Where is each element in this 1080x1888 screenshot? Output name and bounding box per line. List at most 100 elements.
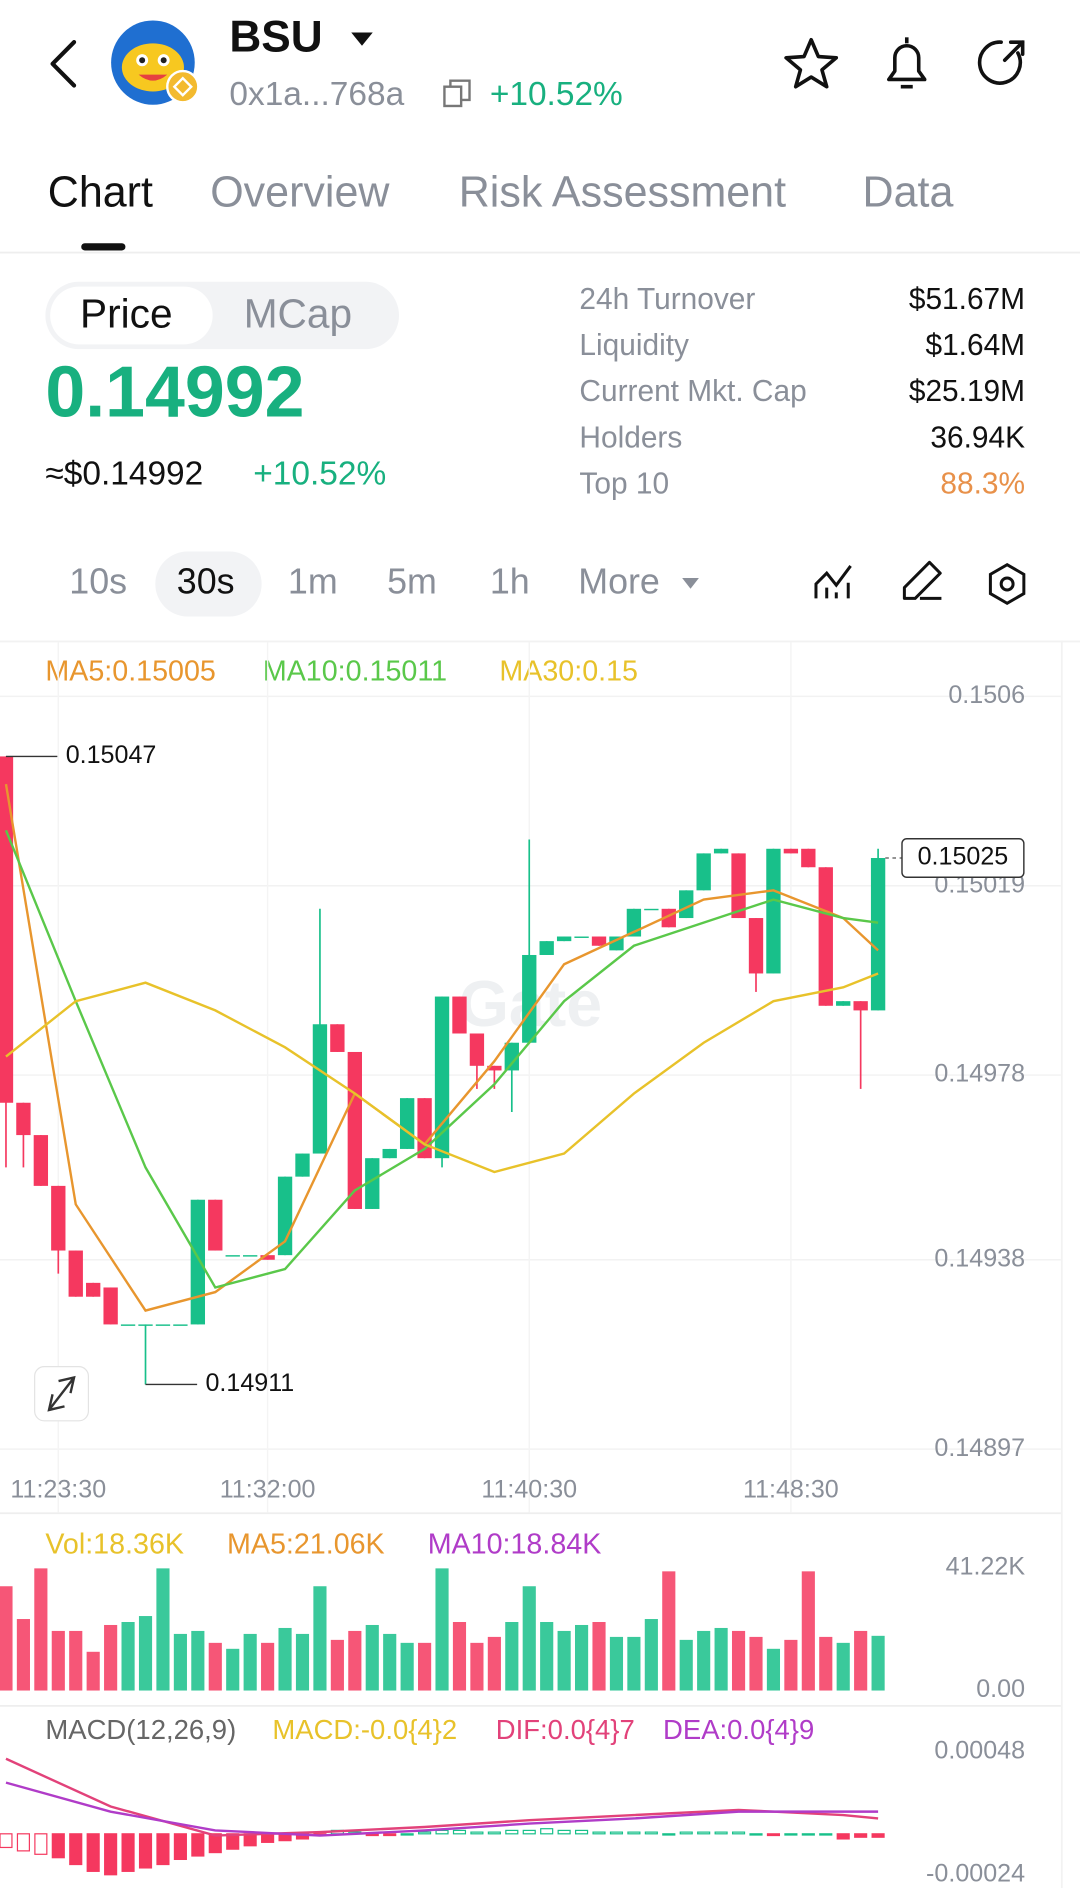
high-label: 0.15047 — [66, 741, 157, 769]
candle-body — [783, 848, 799, 854]
candle-body — [330, 1024, 345, 1052]
macd-bar — [16, 1833, 30, 1852]
tab[interactable]: Chart — [48, 168, 153, 216]
macd-bar — [644, 1831, 658, 1835]
candle-body — [452, 996, 467, 1034]
favorite-icon[interactable] — [784, 37, 839, 89]
stat-label: 24h Turnover — [579, 283, 755, 316]
macd-bar — [505, 1829, 519, 1835]
interval-option[interactable]: 1h — [490, 560, 530, 601]
macd-bar — [627, 1831, 641, 1835]
macd-bar — [487, 1831, 501, 1835]
macd-bar — [452, 1829, 467, 1835]
share-icon[interactable] — [977, 40, 1025, 85]
macd-bar — [383, 1833, 397, 1837]
more-dropdown[interactable] — [682, 577, 699, 589]
macd-legend: MACD(12,26,9) — [45, 1714, 236, 1745]
toggle-option[interactable]: MCap — [244, 290, 352, 336]
copy-icon[interactable] — [443, 79, 471, 108]
interval-option[interactable]: 1m — [288, 560, 338, 601]
tab[interactable]: Overview — [210, 168, 390, 216]
volume-tick-label: 0.00 — [976, 1675, 1025, 1703]
volume-bar — [609, 1636, 624, 1691]
macd-bar — [69, 1833, 83, 1866]
macd-bar — [871, 1833, 885, 1838]
candle-body — [399, 1098, 415, 1149]
candle-body — [644, 908, 659, 911]
volume-tick-label: 41.22K — [946, 1552, 1026, 1580]
candle-body — [103, 1287, 118, 1325]
macd-bar — [592, 1831, 606, 1835]
settings-icon[interactable] — [988, 562, 1026, 605]
interval-option[interactable]: More — [578, 560, 660, 601]
candle-body — [469, 1033, 485, 1066]
volume-bar — [540, 1622, 554, 1691]
expand-button[interactable] — [34, 1366, 90, 1422]
candle-body — [539, 941, 554, 955]
macd-tick-label: 0.00048 — [934, 1737, 1025, 1765]
volume-bar — [104, 1624, 118, 1691]
candle-body — [173, 1324, 188, 1326]
ma-line — [5, 972, 879, 1174]
macd-tick-label: -0.00024 — [926, 1859, 1025, 1887]
x-tick-label: 11:32:00 — [220, 1475, 316, 1503]
volume-bar — [243, 1633, 257, 1691]
volume-bar — [801, 1571, 815, 1691]
macd-bar — [819, 1833, 833, 1836]
volume-bar — [51, 1630, 65, 1691]
macd-line — [5, 1757, 879, 1837]
candle-body — [679, 890, 694, 919]
volume-bar — [0, 1586, 13, 1691]
macd-bar — [697, 1831, 711, 1835]
candle-body — [68, 1250, 83, 1297]
stat-label: Top 10 — [579, 467, 669, 500]
interval-option[interactable]: 30s — [177, 560, 235, 601]
toggle-option[interactable]: Price — [80, 290, 173, 336]
interval-active — [155, 551, 262, 617]
alert-icon[interactable] — [887, 37, 927, 89]
indicator-icon[interactable] — [814, 565, 852, 599]
stat-value: $51.67M — [909, 283, 1025, 316]
legend-item: MA10:0.15011 — [263, 656, 447, 688]
draw-icon[interactable] — [902, 560, 942, 600]
x-tick-label: 11:48:30 — [743, 1475, 839, 1503]
y-tick-label: 0.1506 — [948, 681, 1025, 709]
interval-option[interactable]: 10s — [69, 560, 127, 601]
candle-body — [836, 1001, 851, 1006]
volume-legend: MA5:21.06K — [227, 1529, 385, 1561]
macd-bar — [51, 1833, 65, 1859]
interval-option[interactable]: 5m — [387, 560, 437, 601]
stat-label: Holders — [579, 421, 682, 454]
volume-bar — [400, 1642, 414, 1691]
volume-bar — [69, 1630, 83, 1691]
candle-body — [522, 954, 537, 1043]
volume-bar — [784, 1639, 798, 1691]
toggle-active — [50, 286, 213, 345]
volume-bar — [871, 1635, 885, 1691]
candle-body — [51, 1185, 66, 1251]
candle-body — [696, 853, 711, 891]
volume-bar — [522, 1586, 536, 1691]
tab[interactable]: Risk Assessment — [459, 168, 786, 216]
candle-body — [225, 1255, 240, 1257]
volume-bar — [731, 1630, 746, 1691]
volume-bar — [557, 1630, 571, 1691]
macd-bar — [575, 1829, 589, 1835]
x-tick-label: 11:23:30 — [10, 1475, 106, 1503]
volume-bar — [452, 1622, 467, 1691]
back-button[interactable] — [50, 40, 77, 88]
candle-body — [0, 756, 14, 1103]
candle-body — [591, 936, 607, 946]
candle-body — [870, 858, 886, 1011]
divider — [0, 1512, 1061, 1515]
candle-body — [86, 1282, 101, 1297]
macd-bar — [749, 1833, 763, 1836]
volume-bar — [330, 1639, 344, 1691]
token-address: 0x1a...768a — [229, 76, 404, 113]
volume-bar — [575, 1624, 589, 1691]
tab[interactable]: Data — [863, 168, 954, 216]
candle-body — [347, 1051, 362, 1209]
header-change: +10.52% — [490, 76, 623, 113]
title-dropdown[interactable] — [351, 32, 373, 46]
